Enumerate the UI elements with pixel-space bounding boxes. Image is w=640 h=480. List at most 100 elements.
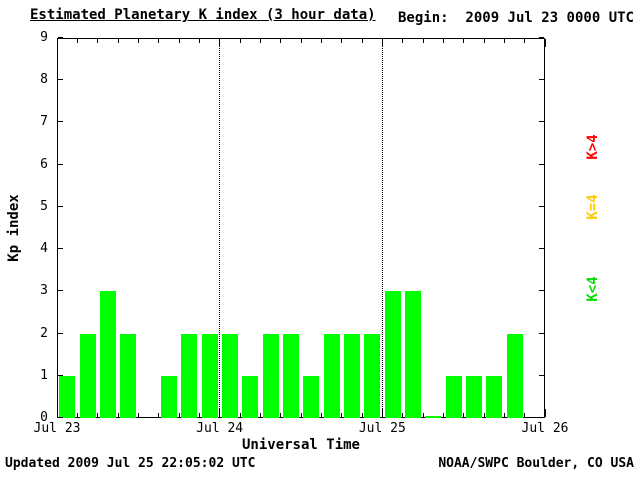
x-tick xyxy=(402,413,404,417)
y-tick xyxy=(539,374,544,376)
y-tick xyxy=(58,163,63,165)
x-tick xyxy=(544,409,546,417)
x-tick xyxy=(442,39,444,43)
x-tick xyxy=(158,39,160,43)
kp-bar xyxy=(99,291,116,418)
x-tick xyxy=(219,39,221,47)
x-axis-tick-label: Jul 23 xyxy=(33,421,81,436)
grid-line xyxy=(381,39,383,417)
x-tick xyxy=(198,413,200,417)
x-tick xyxy=(239,413,241,417)
kp-bar xyxy=(181,333,198,418)
x-tick xyxy=(117,413,119,417)
x-tick xyxy=(178,413,180,417)
x-tick xyxy=(524,413,526,417)
y-tick xyxy=(58,205,63,207)
x-tick xyxy=(158,413,160,417)
x-tick xyxy=(341,39,343,43)
y-tick xyxy=(539,121,544,123)
kp-bar xyxy=(59,375,76,418)
x-tick xyxy=(402,39,404,43)
legend-item-k-gt-4: K>4 xyxy=(585,134,601,160)
y-tick xyxy=(539,37,544,38)
plot-frame xyxy=(57,38,545,418)
x-tick xyxy=(56,409,58,417)
x-tick xyxy=(97,413,99,417)
x-axis-title: Universal Time xyxy=(241,437,360,453)
y-tick xyxy=(58,79,63,81)
y-tick xyxy=(58,37,63,38)
y-axis-tick-label: 9 xyxy=(40,30,48,45)
x-tick xyxy=(300,413,302,417)
y-tick xyxy=(58,374,63,376)
kp-bar xyxy=(343,333,360,418)
x-tick xyxy=(219,409,221,417)
y-tick xyxy=(539,290,544,292)
legend-item-k-lt-4: K<4 xyxy=(585,276,601,302)
x-tick xyxy=(524,39,526,43)
updated-timestamp: Updated 2009 Jul 25 22:05:02 UTC xyxy=(5,456,256,471)
x-tick xyxy=(280,39,282,43)
x-tick xyxy=(117,39,119,43)
x-axis-tick-label: Jul 25 xyxy=(358,421,406,436)
kp-bar xyxy=(160,375,177,418)
x-tick xyxy=(198,39,200,43)
y-axis-tick-label: 4 xyxy=(40,241,48,257)
kp-bar xyxy=(404,291,421,418)
kp-bar xyxy=(364,333,381,418)
kp-bar xyxy=(242,375,259,418)
kp-bar xyxy=(262,333,279,418)
kp-bar xyxy=(323,333,340,418)
kp-bar xyxy=(506,333,523,418)
y-axis-tick-label: 6 xyxy=(40,156,48,172)
y-axis-title: Kp index xyxy=(6,194,22,262)
x-tick xyxy=(341,413,343,417)
y-axis-tick-label: 7 xyxy=(40,114,48,130)
begin-label: Begin: 2009 Jul 23 0000 UTC xyxy=(397,10,634,26)
y-axis-tick-label: 8 xyxy=(40,72,48,88)
x-tick xyxy=(381,409,383,417)
x-tick xyxy=(422,39,424,43)
y-tick xyxy=(58,248,63,250)
x-tick xyxy=(442,413,444,417)
x-tick xyxy=(280,413,282,417)
x-tick xyxy=(361,413,363,417)
y-tick xyxy=(58,121,63,123)
y-axis-tick-label: 5 xyxy=(40,198,48,214)
x-tick xyxy=(300,39,302,43)
x-tick xyxy=(463,39,465,43)
kp-bar xyxy=(120,333,137,418)
y-tick xyxy=(539,417,544,418)
x-tick xyxy=(483,39,485,43)
kp-bar xyxy=(465,375,482,418)
y-axis-tick-label: 1 xyxy=(40,367,48,383)
kp-bar xyxy=(221,333,238,418)
x-tick xyxy=(361,39,363,43)
x-tick xyxy=(76,413,78,417)
kp-bar xyxy=(445,375,462,418)
chart-title: Estimated Planetary K index (3 hour data… xyxy=(30,7,376,23)
kp-bar xyxy=(425,416,442,418)
x-tick xyxy=(503,413,505,417)
x-tick xyxy=(422,413,424,417)
x-tick xyxy=(178,39,180,43)
x-tick xyxy=(259,39,261,43)
x-tick xyxy=(320,39,322,43)
y-axis-tick-label: 3 xyxy=(40,283,48,299)
x-tick xyxy=(137,413,139,417)
x-tick xyxy=(76,39,78,43)
y-axis-tick-label: 2 xyxy=(40,325,48,341)
y-tick xyxy=(539,332,544,334)
grid-line xyxy=(219,39,221,417)
data-source: NOAA/SWPC Boulder, CO USA xyxy=(438,456,634,471)
x-tick xyxy=(483,413,485,417)
x-tick xyxy=(97,39,99,43)
y-tick xyxy=(539,205,544,207)
y-axis-tick-label: 0 xyxy=(40,410,48,425)
y-tick xyxy=(539,248,544,250)
x-tick xyxy=(259,413,261,417)
kp-bar xyxy=(201,333,218,418)
x-tick xyxy=(503,39,505,43)
y-tick xyxy=(58,290,63,292)
